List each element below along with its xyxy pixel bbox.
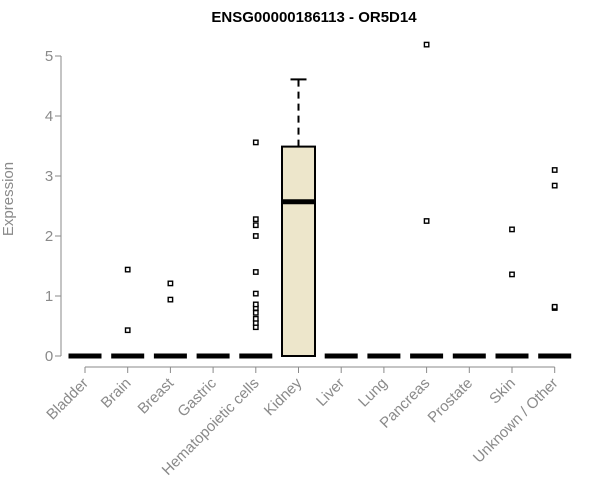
- x-tick-label: Prostate: [425, 375, 477, 427]
- outlier-point: [252, 269, 259, 275]
- y-tick-label: 0: [45, 348, 53, 365]
- x-tick-label: Liver: [313, 375, 348, 410]
- y-tick-label: 5: [45, 48, 53, 65]
- x-tick-label: Brain: [98, 375, 135, 412]
- box-kidney: [281, 78, 316, 357]
- outlier-point: [167, 280, 174, 287]
- outlier-point: [509, 226, 515, 233]
- chart-title: ENSG00000186113 - OR5D14: [211, 9, 417, 26]
- x-tick-label: Breast: [135, 374, 178, 417]
- outlier-point: [423, 41, 430, 48]
- outlier-point: [167, 296, 174, 303]
- y-tick-label: 2: [45, 228, 53, 245]
- outlier-point: [124, 327, 131, 334]
- box-hematopoietic-cells: [239, 139, 273, 359]
- y-tick-label: 3: [45, 168, 53, 185]
- outlier-point: [252, 290, 259, 297]
- outlier-point: [252, 301, 259, 308]
- y-axis-label: Expression: [0, 162, 17, 236]
- outlier-point: [509, 271, 515, 278]
- x-tick-label: Skin: [486, 375, 519, 408]
- box-skin: [495, 226, 529, 359]
- y-axis: 0 1 2 3 4 5: [45, 48, 62, 365]
- outlier-point: [423, 218, 430, 224]
- plot-area: [68, 41, 572, 359]
- box-iqr: [281, 145, 316, 357]
- y-tick-label: 4: [45, 108, 53, 125]
- box-pancreas: [410, 41, 444, 359]
- outlier-point: [252, 216, 259, 223]
- x-tick-label: Bladder: [43, 375, 92, 424]
- outlier-point: [551, 167, 558, 173]
- box-unknown-other: [538, 167, 572, 359]
- outlier-point: [252, 139, 259, 146]
- x-tick-label: Lung: [355, 375, 391, 411]
- outlier-point: [252, 222, 259, 229]
- outlier-point: [551, 303, 558, 310]
- outlier-point: [252, 309, 259, 316]
- outlier-point: [551, 182, 558, 189]
- outlier-point: [252, 315, 259, 322]
- box-breast: [153, 280, 187, 359]
- outlier-point: [124, 266, 131, 273]
- outlier-point: [252, 233, 259, 239]
- y-tick-label: 1: [45, 288, 53, 305]
- box-brain: [111, 266, 145, 359]
- x-tick-label: Kidney: [261, 374, 306, 419]
